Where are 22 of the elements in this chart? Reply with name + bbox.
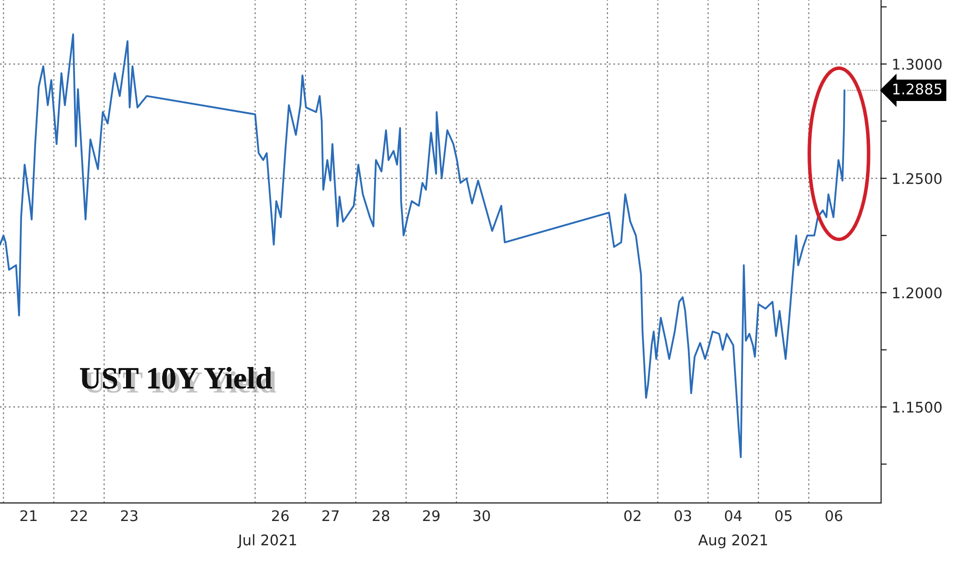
text: UST 10Y Yield <box>80 367 276 393</box>
x-tick-label: 28 <box>372 510 390 522</box>
x-tick-label: 02 <box>624 510 640 522</box>
x-tick-label: 05 <box>775 510 792 522</box>
x-tick-label: 03 <box>674 510 692 522</box>
x-tick-label: 06 <box>826 510 842 522</box>
x-tick-label: 22 <box>70 510 87 522</box>
x-tick-label: 27 <box>322 510 339 522</box>
y-tick-label: 1.2000 <box>893 287 942 298</box>
x-tick-label: 29 <box>423 510 440 522</box>
text: Jul 2021 <box>237 534 296 548</box>
x-tick-label: 04 <box>724 510 742 522</box>
y-tick-label: 1.2500 <box>893 173 942 184</box>
x-tick-label: 30 <box>473 510 490 522</box>
line-series <box>0 33 846 458</box>
text: Aug 2021 <box>698 534 768 548</box>
annotation: 1.2885 <box>893 84 942 95</box>
x-tick-label: 23 <box>121 510 138 522</box>
x-tick-label: 21 <box>20 510 37 522</box>
x-tick-label: 26 <box>272 510 289 522</box>
y-tick-label: 1.1500 <box>893 402 942 413</box>
y-tick-label: 1.3000 <box>893 58 942 70</box>
